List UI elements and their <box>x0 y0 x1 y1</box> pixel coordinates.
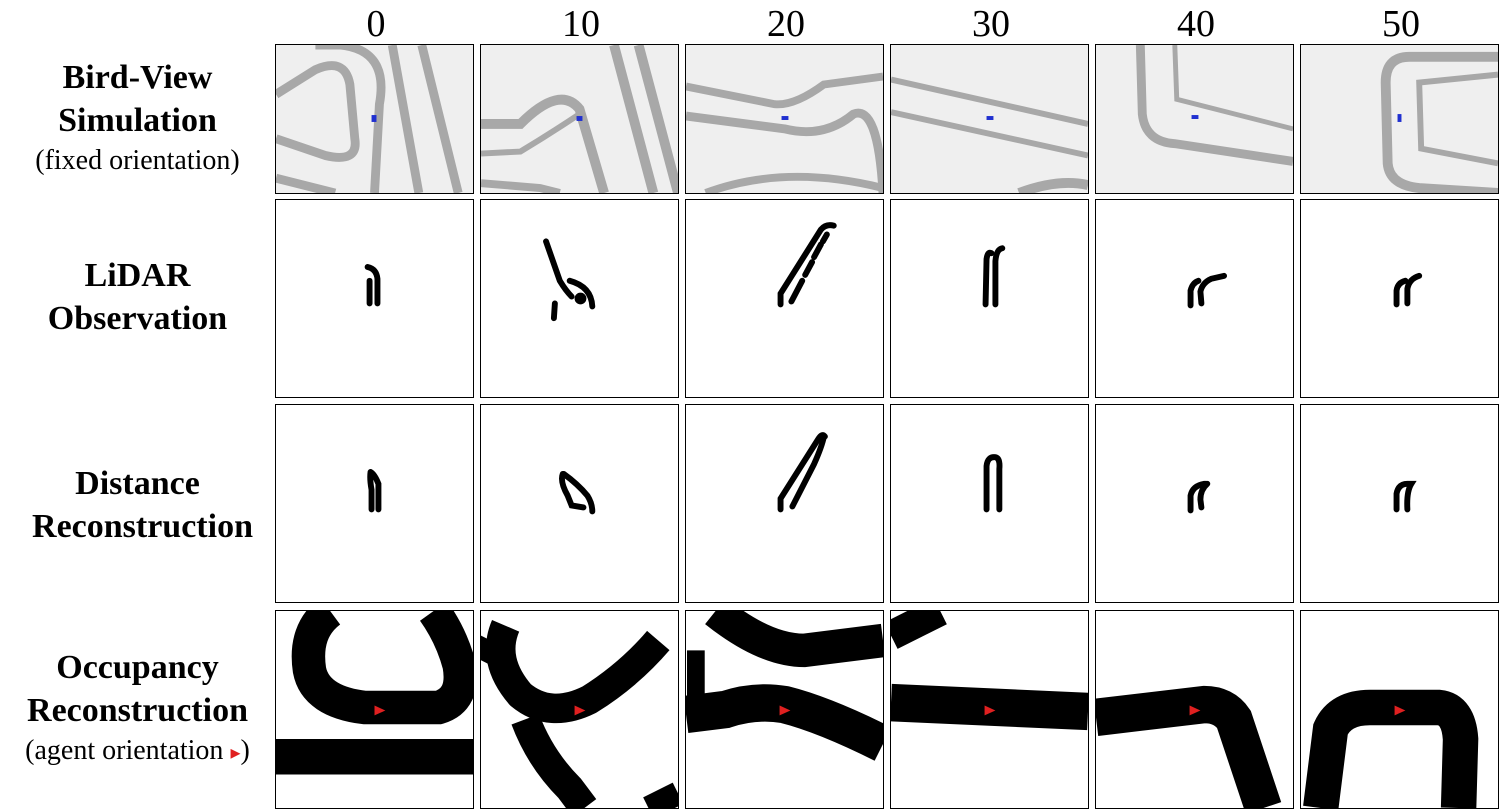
distance-panel-10 <box>480 404 679 603</box>
col-header-10: 10 <box>562 3 600 45</box>
occupancy-panel-50 <box>1300 610 1499 809</box>
bird-view-panel-40 <box>1095 44 1294 194</box>
row-title-line: Observation <box>47 300 228 337</box>
lidar-panel-50 <box>1300 199 1499 398</box>
occupancy-panel-10 <box>480 610 679 809</box>
distance-panel-0 <box>275 404 474 603</box>
row-subtitle: (agent orientation ▸) <box>25 735 250 766</box>
bird-view-panel-20 <box>685 44 884 194</box>
bird-view-panel-50 <box>1300 44 1499 194</box>
bird-view-panel-0 <box>275 44 474 194</box>
lidar-panel-0 <box>275 199 474 398</box>
distance-panel-50 <box>1300 404 1499 603</box>
occupancy-panel-0 <box>275 610 474 809</box>
lidar-panel-40 <box>1095 199 1294 398</box>
row-title-line: Occupancy <box>56 649 219 686</box>
col-header-40: 40 <box>1177 3 1215 45</box>
occupancy-panel-30 <box>890 610 1089 809</box>
row-title-line: Distance <box>75 465 200 502</box>
occupancy-panel-20 <box>685 610 884 809</box>
lidar-panel-30 <box>890 199 1089 398</box>
distance-panel-40 <box>1095 404 1294 603</box>
row-label-distance: Distance Reconstruction <box>0 462 275 548</box>
bird-view-panel-10 <box>480 44 679 194</box>
col-header-30: 30 <box>972 3 1010 45</box>
row-label-occupancy: Occupancy Reconstruction (agent orientat… <box>0 646 275 772</box>
bird-view-panel-30 <box>890 44 1089 194</box>
lidar-panel-20 <box>685 199 884 398</box>
row-title-line: LiDAR <box>84 257 191 294</box>
occupancy-panel-40 <box>1095 610 1294 809</box>
col-header-50: 50 <box>1382 3 1420 45</box>
row-title-line: Simulation <box>58 102 217 139</box>
col-header-0: 0 <box>366 3 386 45</box>
row-title-line: Reconstruction <box>32 508 253 545</box>
col-header-20: 20 <box>767 3 805 45</box>
row-label-lidar: LiDAR Observation <box>0 254 275 340</box>
distance-panel-30 <box>890 404 1089 603</box>
row-subtitle: (fixed orientation) <box>35 145 240 176</box>
row-title-line: Reconstruction <box>27 692 248 729</box>
row-label-bird-view: Bird-View Simulation (fixed orientation) <box>0 56 275 180</box>
lidar-panel-10 <box>480 199 679 398</box>
distance-panel-20 <box>685 404 884 603</box>
row-title-line: Bird-View <box>62 59 213 96</box>
orientation-arrow-icon: ▸ <box>230 742 241 764</box>
